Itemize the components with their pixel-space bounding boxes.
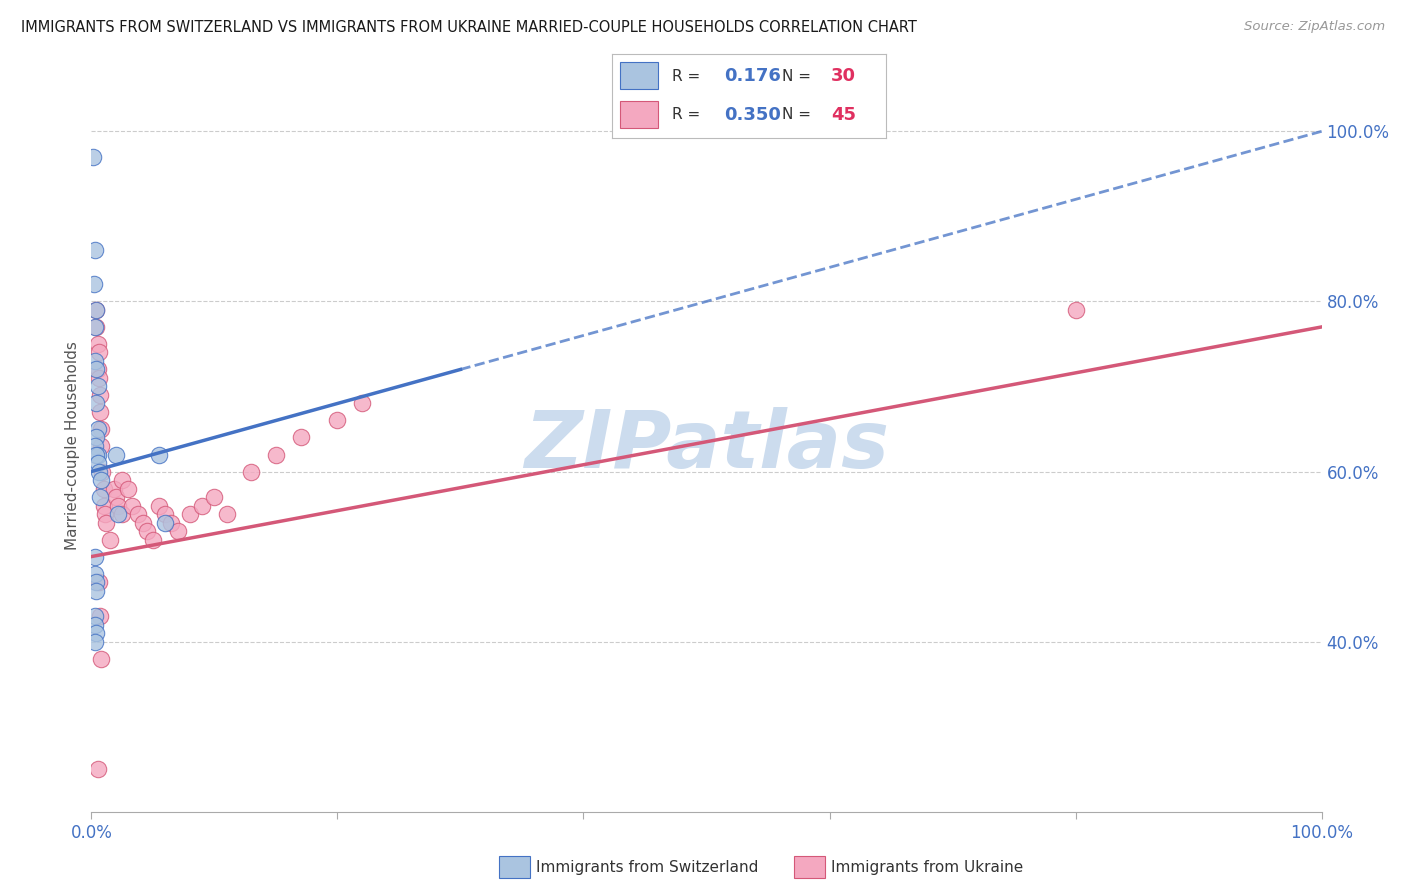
Point	[127, 507, 149, 521]
Point	[87, 465, 110, 479]
Point	[352, 396, 374, 410]
Text: N =: N =	[782, 69, 815, 84]
Point	[148, 448, 170, 462]
Y-axis label: Married-couple Households: Married-couple Households	[65, 342, 80, 550]
Text: Source: ZipAtlas.com: Source: ZipAtlas.com	[1244, 20, 1385, 33]
Point	[153, 516, 177, 530]
Point	[90, 422, 112, 436]
Bar	[620, 101, 658, 128]
Point	[84, 244, 107, 258]
Point	[148, 499, 170, 513]
Point	[84, 617, 107, 632]
Point	[107, 507, 129, 521]
Point	[117, 482, 139, 496]
Point	[86, 302, 108, 317]
Point	[87, 575, 110, 590]
Point	[86, 396, 108, 410]
Point	[84, 634, 107, 648]
Point	[290, 430, 312, 444]
Point	[94, 507, 117, 521]
Point	[86, 362, 108, 376]
Point	[179, 507, 201, 521]
Point	[86, 762, 108, 776]
Point	[98, 533, 121, 547]
Point	[86, 583, 108, 598]
Point	[86, 626, 108, 640]
Point	[84, 320, 107, 334]
Point	[90, 473, 112, 487]
Text: ZIPatlas: ZIPatlas	[524, 407, 889, 485]
Text: 45: 45	[831, 105, 856, 123]
Point	[121, 499, 143, 513]
Point	[84, 439, 107, 453]
Point	[86, 448, 108, 462]
Point	[86, 302, 108, 317]
Point	[111, 473, 134, 487]
Point	[91, 465, 114, 479]
Point	[86, 379, 108, 393]
Text: N =: N =	[782, 107, 815, 122]
Text: IMMIGRANTS FROM SWITZERLAND VS IMMIGRANTS FROM UKRAINE MARRIED-COUPLE HOUSEHOLDS: IMMIGRANTS FROM SWITZERLAND VS IMMIGRANT…	[21, 20, 917, 35]
Point	[89, 388, 111, 402]
Text: 0.176: 0.176	[724, 68, 780, 86]
Point	[89, 609, 111, 624]
Point	[153, 507, 177, 521]
Text: Immigrants from Ukraine: Immigrants from Ukraine	[831, 860, 1024, 874]
Point	[89, 490, 111, 504]
Point	[84, 566, 107, 581]
Point	[105, 448, 127, 462]
Point	[86, 448, 108, 462]
Point	[84, 354, 107, 368]
Text: R =: R =	[672, 107, 704, 122]
Point	[86, 362, 108, 376]
Point	[93, 482, 115, 496]
Point	[86, 430, 108, 444]
Point	[107, 499, 129, 513]
Bar	[620, 62, 658, 89]
Point	[202, 490, 225, 504]
Point	[87, 371, 110, 385]
Point	[86, 422, 108, 436]
Text: R =: R =	[672, 69, 704, 84]
Point	[89, 405, 111, 419]
Point	[83, 277, 105, 292]
Point	[86, 575, 108, 590]
Point	[103, 482, 125, 496]
Point	[132, 516, 155, 530]
Point	[82, 150, 104, 164]
Point	[86, 320, 108, 334]
Point	[160, 516, 183, 530]
Point	[90, 439, 112, 453]
Point	[191, 499, 214, 513]
Point	[215, 507, 238, 521]
Point	[326, 413, 349, 427]
Point	[264, 448, 287, 462]
Point	[240, 465, 263, 479]
Point	[1064, 302, 1087, 317]
Point	[105, 490, 127, 504]
Point	[111, 507, 134, 521]
Point	[166, 524, 188, 538]
Point	[84, 609, 107, 624]
Point	[86, 337, 108, 351]
Point	[90, 651, 112, 665]
Point	[86, 456, 108, 470]
Text: 0.350: 0.350	[724, 105, 780, 123]
Point	[93, 499, 115, 513]
Point	[96, 516, 117, 530]
Point	[135, 524, 157, 538]
Point	[87, 345, 110, 359]
Point	[84, 549, 107, 564]
Point	[142, 533, 165, 547]
Text: Immigrants from Switzerland: Immigrants from Switzerland	[536, 860, 758, 874]
Text: 30: 30	[831, 68, 856, 86]
